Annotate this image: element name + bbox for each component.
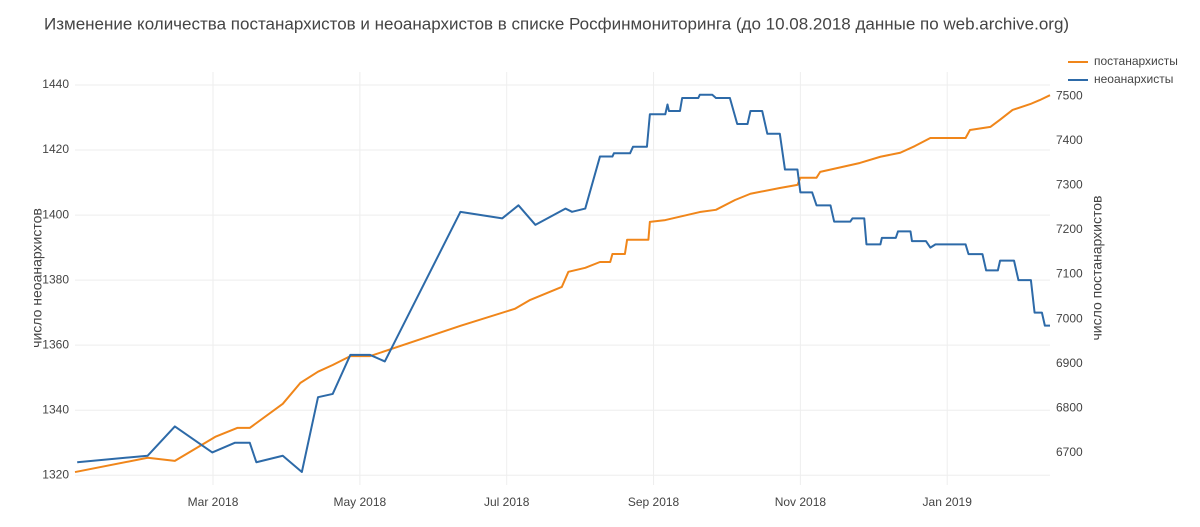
y-tick-label: 1440	[42, 77, 69, 91]
y2-tick-label: 6700	[1056, 445, 1083, 459]
x-tick-label: Jan 2019	[923, 495, 973, 509]
x-tick-label: May 2018	[334, 495, 387, 509]
y2-tick-label: 6800	[1056, 400, 1083, 414]
y2-tick-label: 7500	[1056, 88, 1083, 102]
y-tick-label: 1360	[42, 337, 69, 351]
legend-label: неоанархисты	[1094, 72, 1173, 86]
y-tick-label: 1400	[42, 207, 69, 221]
y-axis-title: число неоанархистов	[29, 208, 45, 348]
x-tick-label: Nov 2018	[775, 495, 827, 509]
y-tick-label: 1320	[42, 467, 69, 481]
y2-tick-label: 7400	[1056, 133, 1083, 147]
data-line	[77, 93, 1050, 473]
y2-tick-label: 7300	[1056, 177, 1083, 191]
legend-label: постанархисты	[1094, 54, 1178, 68]
chart-title: Изменение количества постанархистов и не…	[44, 14, 1069, 33]
y2-axis-title: число постанархистов	[1089, 196, 1105, 341]
x-tick-label: Sep 2018	[628, 495, 680, 509]
x-tick-label: Jul 2018	[484, 495, 530, 509]
x-tick-label: Mar 2018	[188, 495, 239, 509]
y-tick-label: 1380	[42, 272, 69, 286]
y2-tick-label: 6900	[1056, 356, 1083, 370]
y-tick-label: 1420	[42, 142, 69, 156]
data-line	[74, 94, 1051, 474]
y2-tick-label: 7100	[1056, 267, 1083, 281]
y2-tick-label: 7200	[1056, 222, 1083, 236]
y2-tick-label: 7000	[1056, 311, 1083, 325]
y-tick-label: 1340	[42, 402, 69, 416]
